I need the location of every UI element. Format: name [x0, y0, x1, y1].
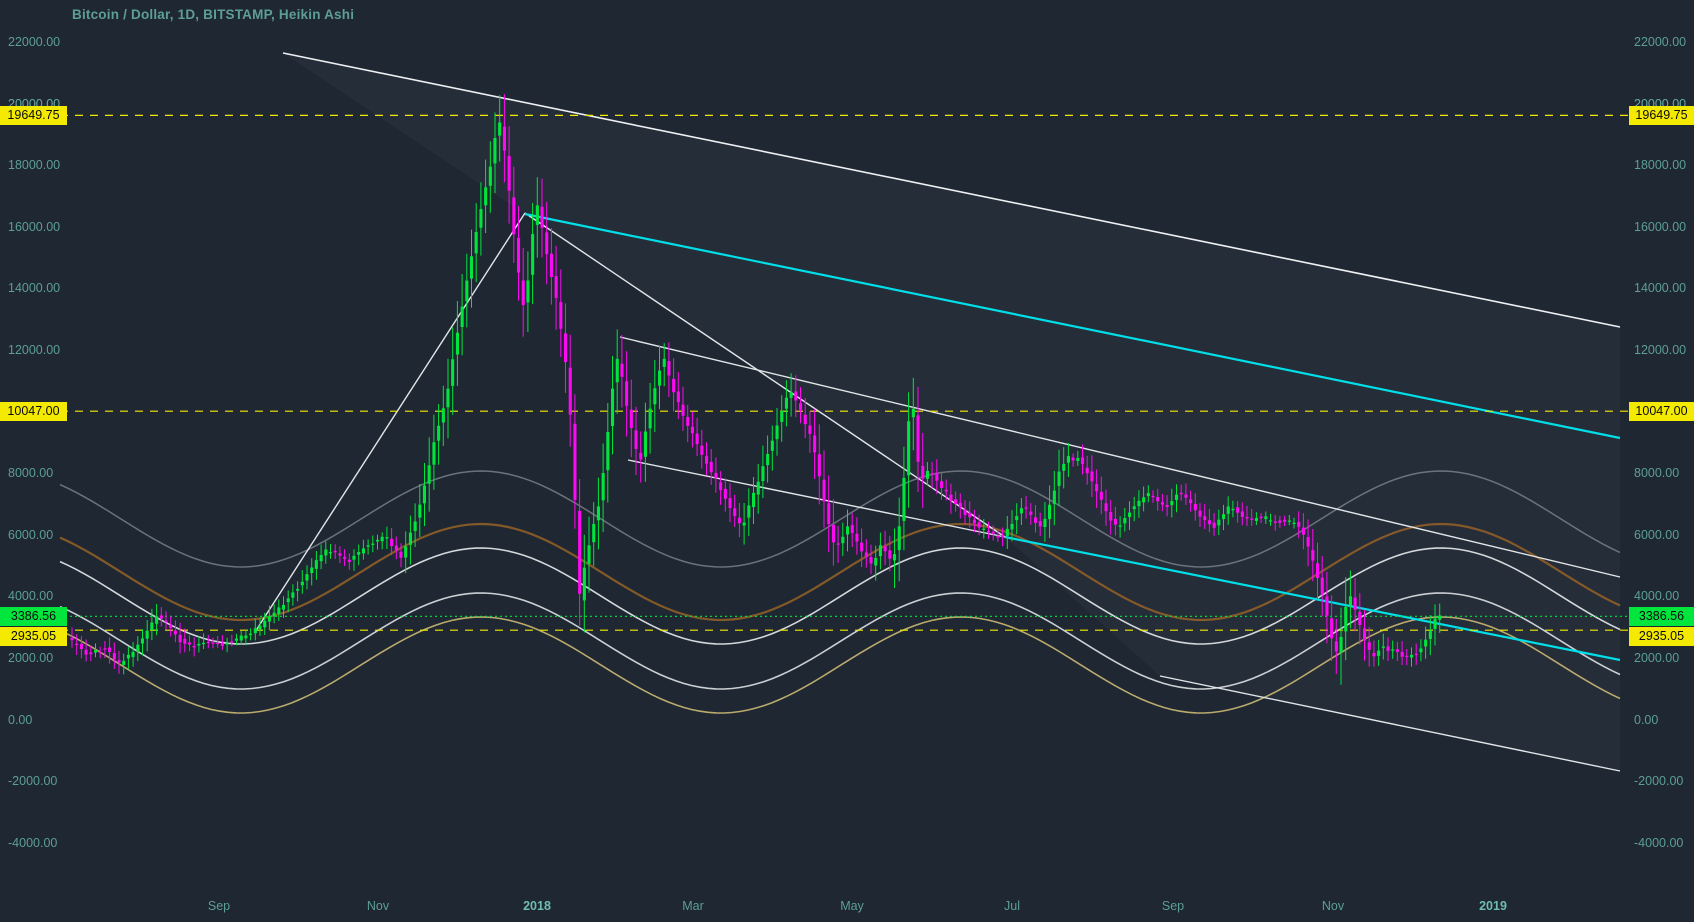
x-axis-label[interactable]: Sep — [1161, 899, 1185, 913]
y-axis-label[interactable]: 6000.00 — [1634, 527, 1680, 542]
x-axis-label[interactable]: Sep — [207, 899, 231, 913]
x-axis-label[interactable]: 2018 — [523, 899, 551, 913]
price-tag: 10047.00 — [0, 401, 67, 421]
y-axis-label[interactable]: -2000.00 — [8, 774, 58, 789]
y-axis-label[interactable]: -2000.00 — [1634, 774, 1684, 789]
x-axis-label[interactable]: Nov — [366, 899, 390, 913]
price-tag: 3386.56 — [0, 606, 67, 626]
plot-area[interactable] — [0, 52, 1630, 772]
y-axis-label[interactable]: 0.00 — [1634, 712, 1659, 727]
cycle-gray-curve — [59, 470, 1621, 568]
y-axis-label[interactable]: 16000.00 — [1634, 219, 1687, 234]
price-tag: 19649.75 — [1629, 105, 1694, 125]
y-axis-label[interactable]: 22000.00 — [8, 35, 61, 49]
y-axis-label[interactable]: 2000.00 — [1634, 651, 1680, 665]
price-tag: 19649.75 — [0, 105, 67, 125]
price-tag: 10047.00 — [1629, 401, 1694, 421]
y-axis-label[interactable]: 14000.00 — [1634, 281, 1687, 296]
y-axis-label[interactable]: 16000.00 — [8, 219, 61, 234]
y-axis-label[interactable]: 18000.00 — [1634, 158, 1687, 173]
lower-support-trendline[interactable] — [627, 459, 1006, 538]
price-tag: 2935.05 — [0, 626, 67, 646]
y-axis-label[interactable]: -4000.00 — [1634, 835, 1684, 850]
y-axis-label[interactable]: 8000.00 — [1634, 466, 1680, 481]
y-axis-label[interactable]: 12000.00 — [1634, 343, 1687, 357]
y-axis-label[interactable]: -4000.00 — [8, 835, 58, 850]
price-tag: 2935.05 — [1629, 626, 1694, 646]
x-axis-label[interactable]: Nov — [1321, 899, 1345, 913]
chart-title: Bitcoin / Dollar, 1D, BITSTAMP, Heikin A… — [72, 7, 355, 22]
mid-channel-trendline[interactable] — [619, 336, 1621, 578]
rising-support-trendline[interactable] — [254, 212, 526, 633]
y-axis-label[interactable]: 12000.00 — [8, 343, 61, 357]
x-axis-label[interactable]: Mar — [682, 899, 704, 913]
price-tag: 3386.56 — [1629, 606, 1694, 626]
upper-resistance-trendline[interactable] — [282, 52, 1621, 328]
cycle-brown-curve — [59, 522, 1621, 622]
cyan-upper-trendline[interactable] — [524, 212, 1621, 440]
x-axis-label[interactable]: 2019 — [1479, 899, 1507, 913]
y-axis-label[interactable]: 22000.00 — [1634, 35, 1687, 49]
triangle-down-trendline[interactable] — [524, 212, 1006, 538]
cycle-white-1-curve — [59, 547, 1621, 645]
x-axis-label[interactable]: May — [840, 899, 864, 913]
y-axis-label[interactable]: 4000.00 — [1634, 589, 1680, 604]
y-axis-label[interactable]: 6000.00 — [8, 527, 54, 542]
y-axis-label[interactable]: 2000.00 — [8, 651, 54, 665]
x-axis-label[interactable]: Jul — [1004, 899, 1020, 913]
y-axis-label[interactable]: 4000.00 — [8, 589, 54, 604]
y-axis-label[interactable]: 0.00 — [8, 712, 33, 727]
cyan-lower-trendline[interactable] — [1004, 535, 1621, 662]
y-axis-label[interactable]: 18000.00 — [8, 158, 61, 173]
y-axis-label[interactable]: 14000.00 — [8, 281, 61, 296]
heikin-ashi-candles — [70, 94, 1442, 685]
bottom-right-trendline[interactable] — [1159, 675, 1621, 772]
y-axis-label[interactable]: 8000.00 — [8, 466, 54, 481]
